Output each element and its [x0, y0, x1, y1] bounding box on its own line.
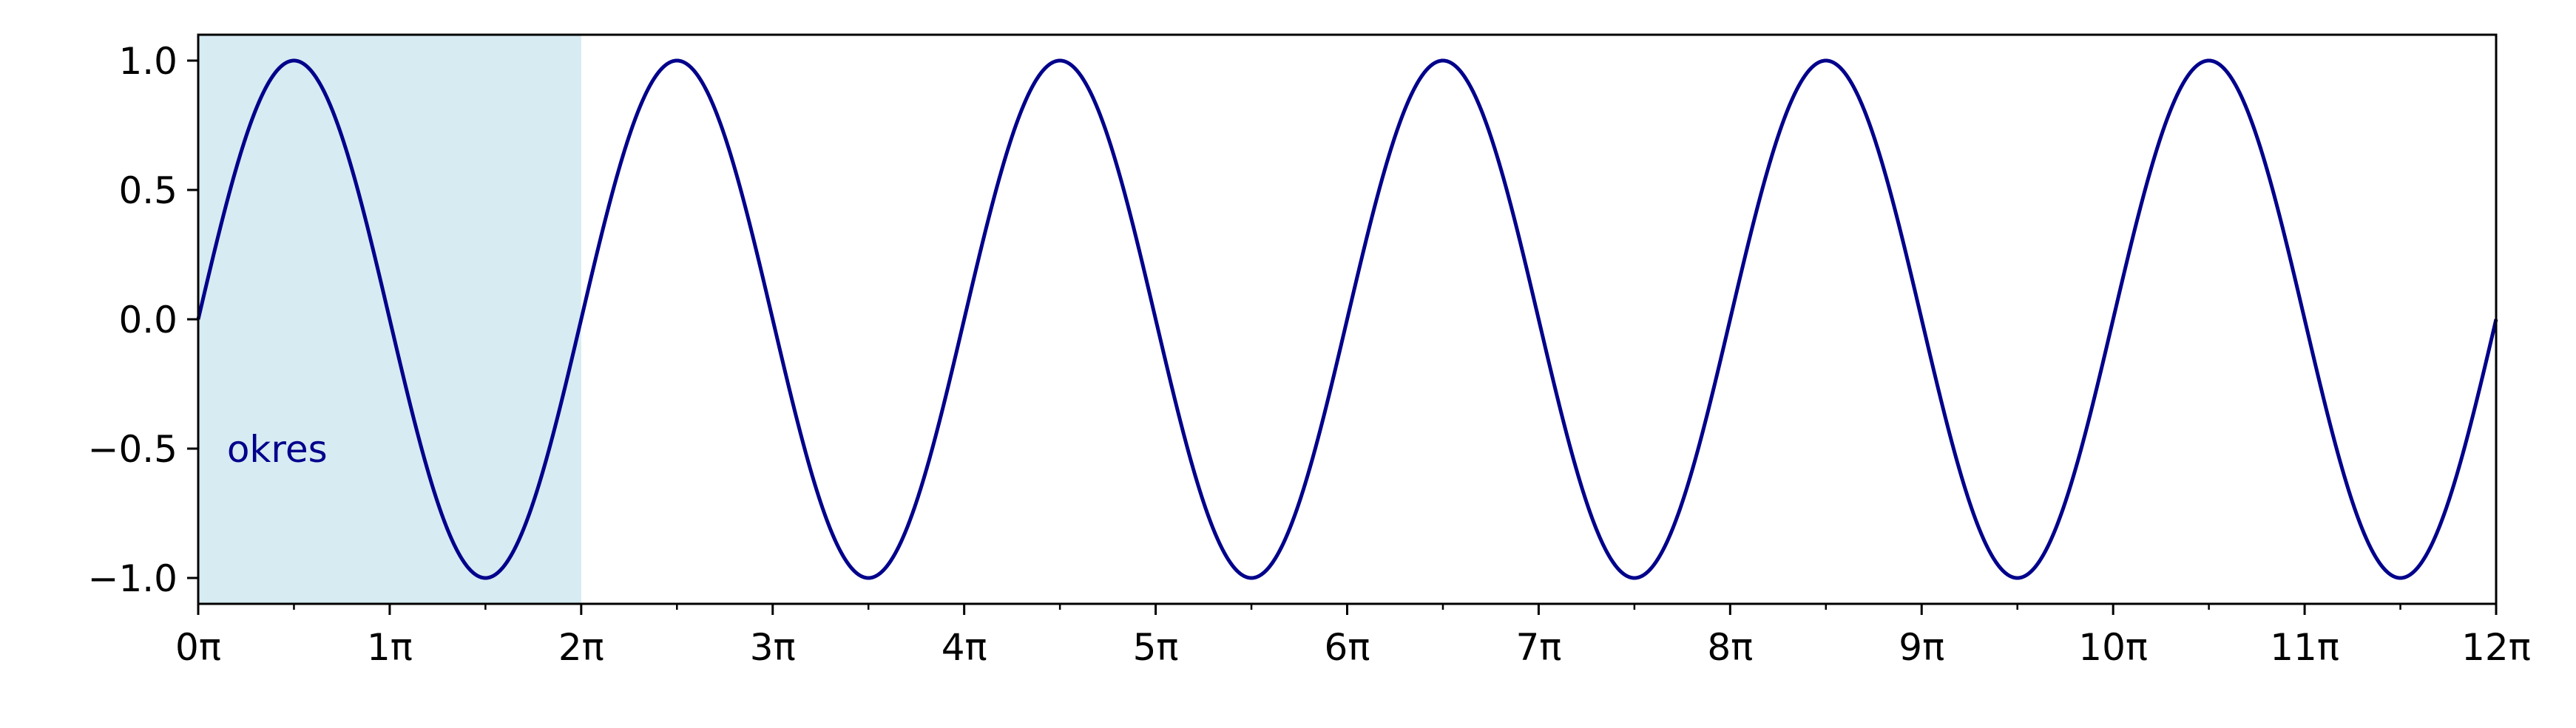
x-tick-label: 4π: [942, 626, 987, 669]
x-tick-label: 8π: [1707, 626, 1753, 669]
y-tick-label: −0.5: [88, 428, 178, 471]
x-tick-label: 0π: [175, 626, 221, 669]
line-layer: [196, 58, 2498, 580]
x-tick-label: 11π: [2270, 626, 2339, 669]
axes-layer: 0π 1π 2π 3π 4π 5π 6π 7π 8π 9π 10π 11π 12π 1.0 0.5 0.0 −0…: [88, 33, 2531, 669]
period-annotation-label: okres: [227, 428, 328, 471]
x-tick-label: 12π: [2461, 626, 2531, 669]
y-tick-label: 0.5: [118, 169, 178, 212]
x-tick-label: 9π: [1899, 626, 1944, 669]
x-tick-label: 3π: [750, 626, 796, 669]
y-tick-label: 1.0: [118, 40, 178, 83]
y-tick-label: −1.0: [88, 557, 178, 600]
x-tick-label: 2π: [558, 626, 604, 669]
x-tick-label: 1π: [367, 626, 413, 669]
x-tick-label: 6π: [1325, 626, 1370, 669]
x-tick-label: 10π: [2078, 626, 2148, 669]
sine-series-line: [196, 58, 2498, 580]
x-tick-label: 7π: [1515, 626, 1561, 669]
annotation-layer: okres: [227, 428, 328, 471]
x-tick-label: 5π: [1133, 626, 1179, 669]
y-tick-label: 0.0: [118, 299, 178, 341]
